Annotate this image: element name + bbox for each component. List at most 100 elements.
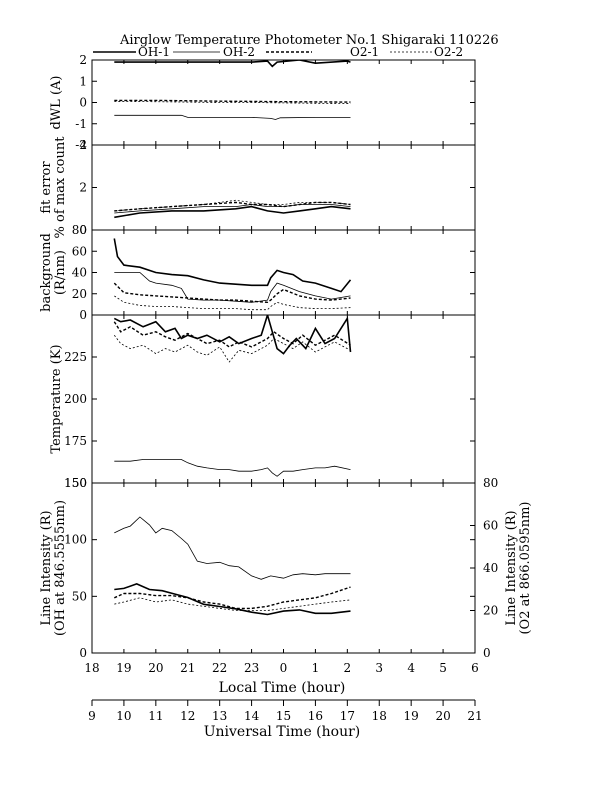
- y-tick-label: 60: [72, 244, 87, 258]
- series-line-temperature-oh-2: [114, 459, 351, 477]
- y-tick-label: 0: [79, 96, 87, 110]
- local-time-tick-label: 1: [312, 661, 320, 675]
- ut-tick-label: 16: [308, 709, 323, 723]
- panel-frame-temperature: [91, 314, 476, 484]
- series-line-background-oh-1: [113, 238, 352, 293]
- series-line-background-oh-2: [114, 272, 351, 303]
- panel-frame-intensity: [91, 482, 476, 654]
- series-line-intensity-o2-1: [114, 586, 351, 610]
- panel-background: 80 60 40 20 0 background (R/nm): [39, 223, 476, 322]
- series-line-dwl-oh-2: [114, 114, 351, 120]
- legend-label-o2-1: O2-1: [350, 45, 379, 59]
- y-axis-label-fiterror: fit error: [39, 161, 54, 214]
- series-line-fiterror-oh-1: [114, 205, 351, 219]
- series-line-background-o2-2: [114, 295, 351, 311]
- y-right-tick-label: 80: [483, 476, 498, 490]
- y-axis-label-intensity: (OH at 846.5555nm): [53, 500, 68, 636]
- y-tick-label: 225: [64, 350, 87, 364]
- local-time-tick-label: 2: [344, 661, 352, 675]
- ut-tick-label: 20: [435, 709, 450, 723]
- y-axis-label-fiterror: % of max count: [53, 136, 68, 239]
- y-right-tick-label: 0: [483, 646, 491, 660]
- y-tick-label: 100: [64, 533, 87, 547]
- y-tick-label: 40: [72, 266, 87, 280]
- y-tick-label: 80: [72, 223, 87, 237]
- local-time-tick-label: 5: [439, 661, 447, 675]
- series-line-background-o2-1: [113, 282, 351, 304]
- y-axis-label-background: (R/nm): [53, 250, 68, 295]
- y-tick-label: -1: [75, 117, 87, 131]
- local-time-tick-label: 20: [148, 661, 163, 675]
- y-tick-label: 150: [64, 476, 87, 490]
- y-right-tick-label: 20: [483, 604, 498, 618]
- universal-time-axis: 9 10 11 12 13 14 15 16 17 18 19 20 21 Universal Time…: [88, 699, 483, 740]
- panel-dwl: 2 1 0 -1 -2 dWL (A): [49, 53, 476, 152]
- y-tick-label: 50: [72, 589, 87, 603]
- ut-tick-label: 17: [340, 709, 355, 723]
- ut-tick-label: 21: [467, 709, 482, 723]
- legend-label-oh-1: OH-1: [138, 45, 170, 59]
- panel-fiterror: 4 2 0 fit error% of max count: [39, 136, 476, 239]
- chart-title: Airglow Temperature Photometer No.1 Shig…: [119, 33, 499, 48]
- y-axis-label-intensity: Line Intensity (R): [39, 510, 54, 625]
- series-line-dwl-oh-1: [114, 60, 351, 68]
- local-time-tick-label: 3: [375, 661, 383, 675]
- legend-label-o2-2: O2-2: [434, 45, 463, 59]
- local-time-tick-label: 19: [116, 661, 131, 675]
- ut-tick-label: 9: [88, 709, 96, 723]
- ut-tick-label: 13: [212, 709, 227, 723]
- legend: OH-1 OH-2 O2-1 O2-2: [93, 45, 463, 59]
- local-time-axis-label: Local Time (hour): [219, 680, 346, 696]
- y-tick-label: 2: [79, 181, 87, 195]
- series-line-temperature-o2-1: [113, 321, 351, 348]
- series-line-dwl-o2-2: [114, 101, 351, 104]
- series-line-intensity-oh-2: [114, 516, 351, 580]
- y-tick-label: 20: [72, 287, 87, 301]
- local-time-tick-label: 4: [407, 661, 415, 675]
- ut-tick-label: 15: [276, 709, 291, 723]
- y-tick-label: 175: [64, 434, 87, 448]
- y-tick-label: 4: [79, 138, 87, 152]
- y-tick-label: 0: [79, 308, 87, 322]
- y-tick-label: 150: [64, 476, 87, 490]
- series-line-temperature-o2-2: [113, 334, 351, 363]
- y-right-tick-label: 60: [483, 519, 498, 533]
- ut-tick-label: 19: [404, 709, 419, 723]
- series-line-fiterror-o2-2: [114, 199, 351, 212]
- local-time-tick-label: 22: [212, 661, 227, 675]
- y-tick-label: 200: [64, 392, 87, 406]
- y-right-axis-label-intensity: Line Intensity (R): [504, 510, 519, 625]
- y-tick-label: 1: [79, 74, 87, 88]
- ut-tick-label: 18: [372, 709, 387, 723]
- y-tick-label: 0: [79, 223, 87, 237]
- local-time-tick-label: 21: [180, 661, 195, 675]
- local-time-axis: 18 19 20 21 22 23 0 1 2 3 4 5 6 Local Time (hour): [84, 661, 478, 696]
- series-line-temperature-oh-1: [113, 315, 352, 355]
- y-axis-label-background: background: [39, 233, 54, 312]
- y-tick-label: -2: [75, 138, 87, 152]
- ut-tick-label: 10: [116, 709, 131, 723]
- local-time-tick-label: 0: [280, 661, 288, 675]
- local-time-tick-label: 6: [471, 661, 479, 675]
- y-right-tick-label: 40: [483, 561, 498, 575]
- universal-time-axis-label: Universal Time (hour): [204, 724, 361, 740]
- y-tick-label: 0: [79, 646, 87, 660]
- y-right-axis-label-intensity: (O2 at 866.0595nm): [518, 501, 533, 634]
- y-axis-label-temperature: Temperature (K): [49, 344, 64, 453]
- local-time-tick-label: 23: [244, 661, 259, 675]
- ut-tick-label: 14: [244, 709, 260, 723]
- local-time-tick-label: 18: [84, 661, 99, 675]
- panel-temperature: 225 200 175 150 Temperature (K): [49, 314, 476, 490]
- series-line-fiterror-oh-2: [114, 204, 351, 214]
- panel-frame-fiterror: [91, 144, 476, 231]
- series-line-intensity-oh-1: [114, 583, 351, 616]
- ut-tick-label: 12: [180, 709, 195, 723]
- y-axis-label-dwl: dWL (A): [49, 76, 64, 130]
- series-line-dwl-o2-1: [114, 99, 351, 103]
- y-tick-label: 2: [79, 53, 87, 67]
- legend-label-oh-2: OH-2: [223, 45, 255, 59]
- ut-tick-label: 11: [148, 709, 163, 723]
